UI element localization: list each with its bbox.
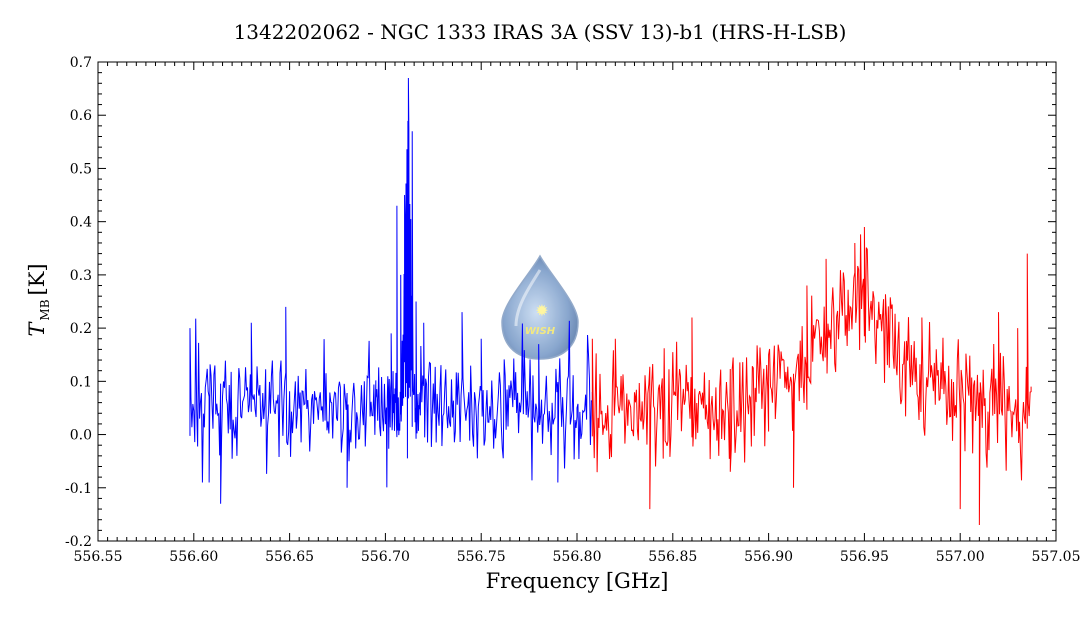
y-tick-label: -0.2	[65, 534, 92, 550]
x-axis-label: Frequency [GHz]	[486, 569, 669, 593]
y-axis-label-unit: [K]	[25, 263, 49, 295]
x-tick-label: 556.95	[840, 549, 889, 565]
plot-frame	[98, 62, 1056, 541]
x-tick-label: 556.85	[648, 549, 697, 565]
x-tick-label: 556.60	[169, 549, 218, 565]
y-axis-label: TMB [K]	[25, 263, 52, 336]
y-tick-label: 0.4	[70, 215, 92, 231]
y-tick-label: 0.6	[70, 108, 92, 124]
y-tick-label: 0.7	[70, 55, 92, 71]
y-tick-label: 0.2	[70, 321, 92, 337]
y-tick-label: 0.1	[70, 374, 92, 390]
y-tick-label: -0.1	[65, 481, 92, 497]
y-axis-label-subscript: MB	[38, 299, 52, 320]
x-tick-label: 556.75	[457, 549, 506, 565]
x-tick-label: 557.05	[1032, 549, 1080, 565]
wish-logo-text: WISH	[525, 326, 556, 337]
y-tick-label: 0.0	[70, 428, 92, 444]
spectrum-line-red	[592, 227, 1031, 525]
y-tick-label: 0.3	[70, 268, 92, 284]
y-tick-label: 0.5	[70, 161, 92, 177]
wish-logo-star: ✹	[535, 301, 548, 320]
x-tick-label: 556.65	[265, 549, 314, 565]
x-tick-label: 556.55	[74, 549, 123, 565]
chart-title: 1342202062 - NGC 1333 IRAS 3A (SSV 13)-b…	[234, 20, 847, 44]
y-axis-label-symbol: T	[25, 321, 49, 337]
x-tick-label: 556.90	[744, 549, 793, 565]
x-tick-label: 556.80	[553, 549, 602, 565]
x-tick-label: 557.00	[936, 549, 985, 565]
x-tick-label: 556.70	[361, 549, 410, 565]
